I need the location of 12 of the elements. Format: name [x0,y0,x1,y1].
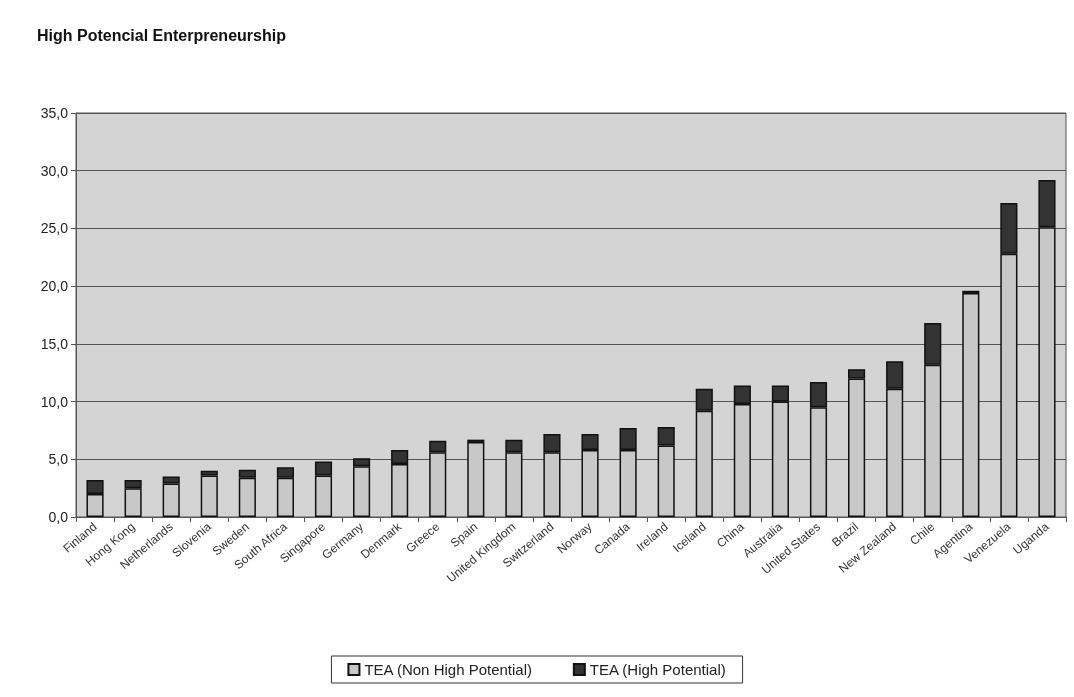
y-tick-label: 15,0 [40,335,69,352]
y-tick-label: 0,0 [48,509,69,525]
y-tick-label: 25,0 [40,220,69,237]
y-tick-label: 35,0 [40,105,69,121]
chart-title: High Potencial Enterpreneurship [37,26,287,44]
y-tick-label: 30,0 [40,162,69,179]
y-tick-label: 5,0 [48,451,69,468]
legend-label: TEA (High Potential) [589,661,726,678]
y-tick-label: 10,0 [40,393,69,410]
legend-label: TEA (Non High Potential) [364,661,533,678]
x-tick-label: Chile [907,519,938,548]
y-tick-label: 20,0 [40,278,69,295]
